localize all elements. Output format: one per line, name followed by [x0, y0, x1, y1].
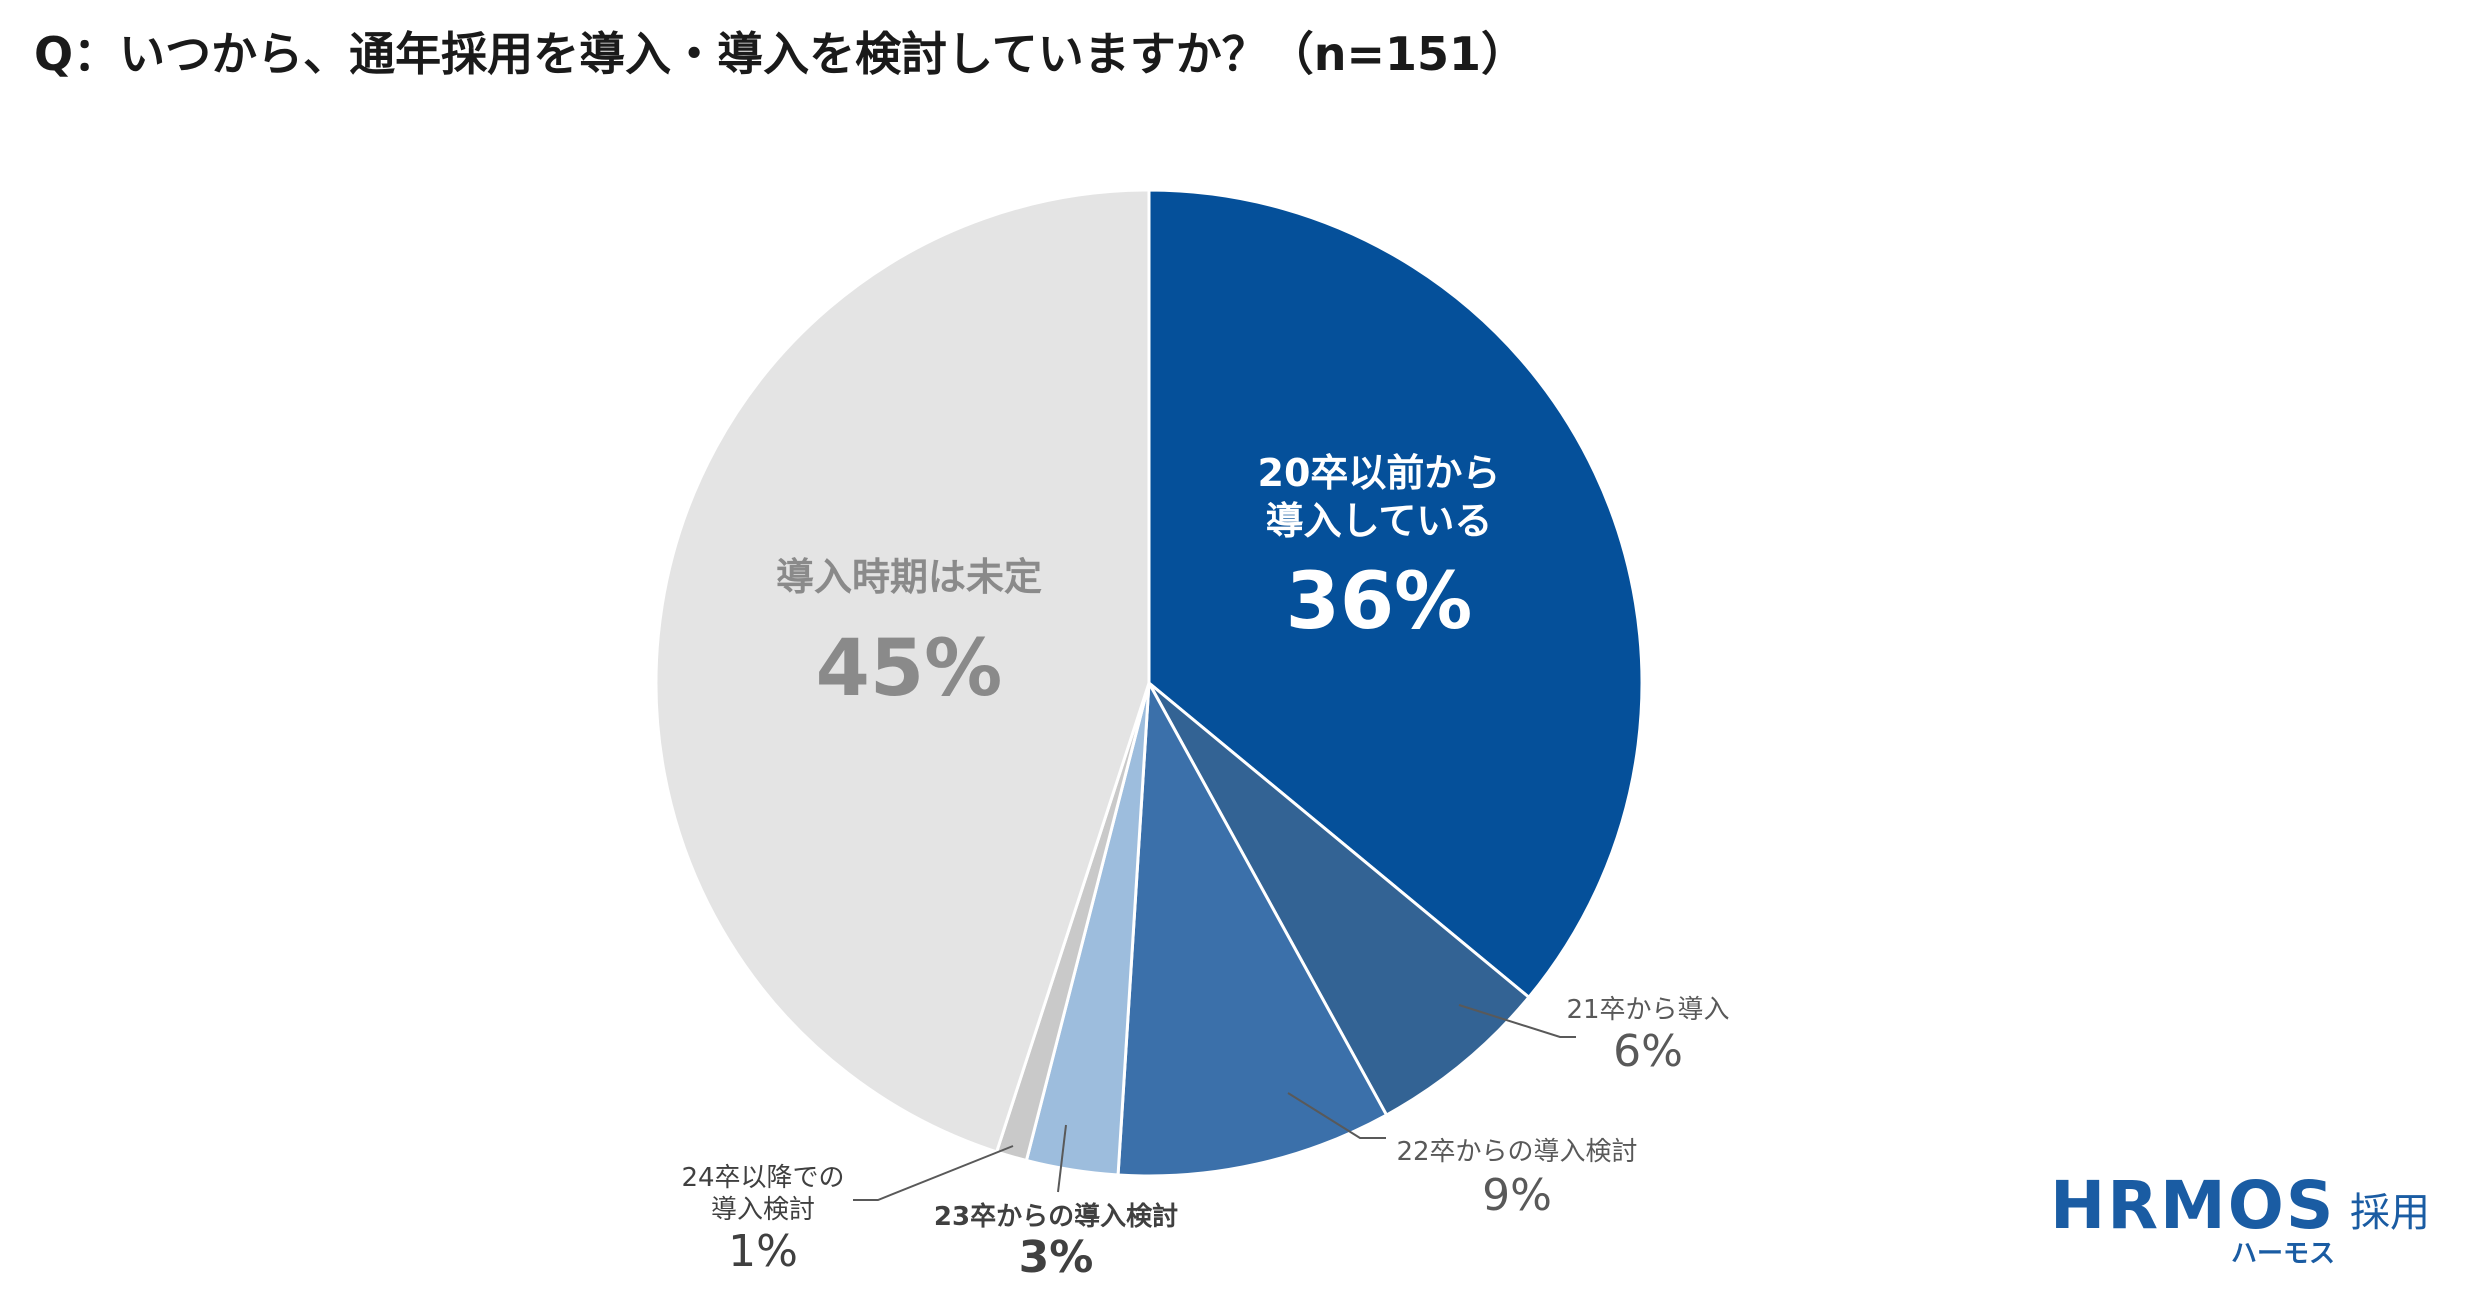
chart-title: Q：いつから、通年採用を導入・導入を検討していますか？（n=151） — [34, 27, 1527, 81]
slice-label: 導入している — [1266, 499, 1493, 543]
slice-label: 20卒以前から — [1258, 451, 1501, 495]
slice-value-label: 3% — [1019, 1232, 1094, 1283]
logo-suffix: 採用 — [2350, 1190, 2430, 1236]
leader-line — [1458, 1004, 1576, 1038]
pie-slice — [654, 188, 1151, 1154]
slice-value-label: 1% — [728, 1226, 798, 1277]
slice-value-label: 9% — [1482, 1170, 1552, 1221]
logo-main: HRMOS — [2050, 1167, 2335, 1244]
slice-label: 24卒以降での — [681, 1163, 844, 1193]
leader-line — [853, 1145, 1014, 1201]
slice-label: 23卒からの導入検討 — [934, 1201, 1178, 1232]
slice-label: 21卒から導入 — [1566, 995, 1729, 1025]
pie-slice — [1116, 677, 1389, 1178]
pie-slice — [1147, 681, 1531, 1118]
slice-label: 22卒からの導入検討 — [1396, 1137, 1637, 1167]
leader-line — [1057, 1124, 1067, 1193]
slice-value-label: 45% — [816, 624, 1003, 714]
hrmos-logo: HRMOS 採用 ハーモス — [2050, 1167, 2430, 1269]
pie-slice — [1147, 188, 1644, 1000]
slice-value-label: 36% — [1286, 557, 1473, 647]
logo-kana: ハーモス — [2231, 1239, 2335, 1269]
slice-value-label: 6% — [1613, 1026, 1683, 1077]
leader-line — [1287, 1092, 1386, 1139]
slice-label: 導入検討 — [711, 1195, 815, 1225]
slice-label: 導入時期は未定 — [776, 555, 1042, 599]
